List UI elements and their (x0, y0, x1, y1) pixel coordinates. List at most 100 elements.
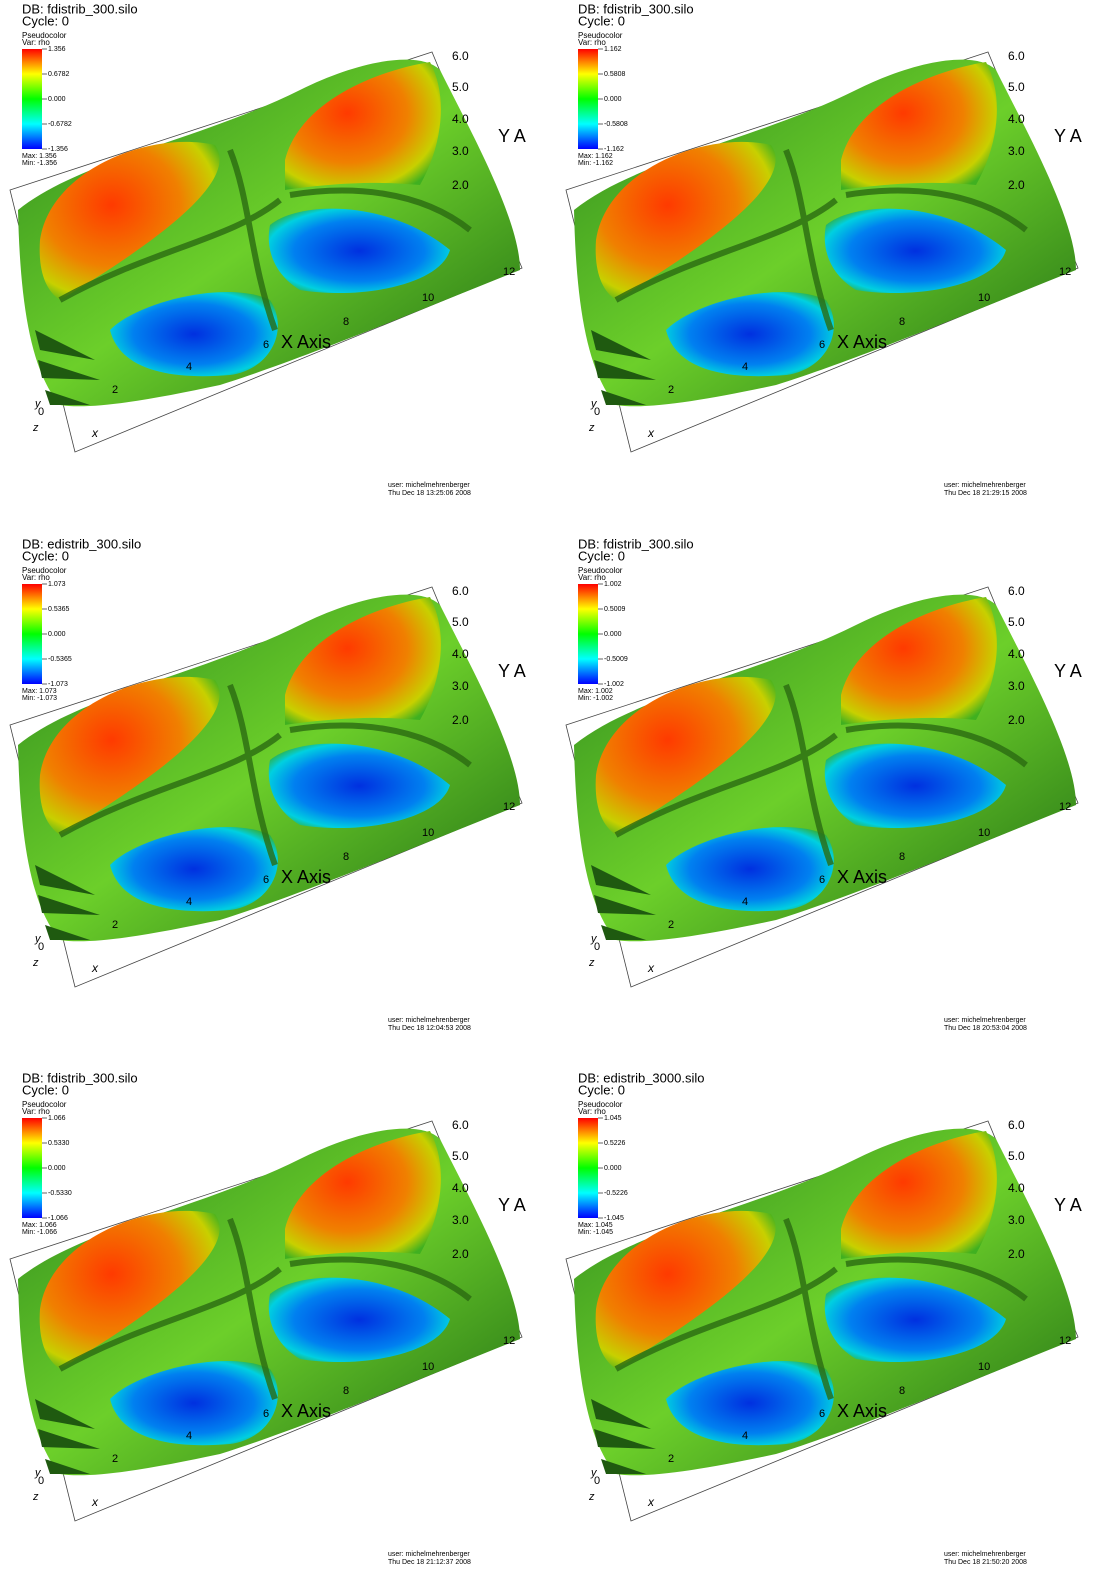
date: Thu Dec 18 13:25:06 2008 (388, 490, 471, 497)
y-tick-label: 2.0 (1008, 1247, 1025, 1261)
x-axis-title: X Axis (281, 867, 331, 887)
y-tick-label: 6.0 (452, 584, 469, 598)
surface-hot (39, 1210, 220, 1369)
x-tick-label: 10 (422, 1361, 434, 1373)
plot-type: Pseudocolor (22, 1100, 67, 1109)
surface-cold (110, 826, 278, 912)
triad-y: y (590, 933, 598, 945)
y-tick-label: 4.0 (452, 112, 469, 126)
date: Thu Dec 18 12:04:53 2008 (388, 1025, 471, 1032)
colorbar-label: -1.045 (604, 1215, 624, 1222)
db-name: DB: fdistrib_300.silo (578, 536, 694, 551)
x-tick-label: 4 (186, 1430, 192, 1442)
x-tick-label: 4 (742, 1430, 748, 1442)
surface-fin (591, 865, 656, 940)
y-tick-label: 2.0 (452, 1247, 469, 1261)
triad-y: y (34, 398, 42, 410)
x-tick-label: 4 (742, 896, 748, 908)
colorbar-label: 0.000 (48, 631, 66, 638)
triad-z: z (588, 1491, 595, 1503)
var-name: Var: rho (22, 1107, 50, 1116)
min-label: Min: -1.356 (22, 160, 57, 167)
colorbar-label: 1.045 (604, 1115, 622, 1122)
y-tick-label: 4.0 (452, 647, 469, 661)
x-tick-label: 10 (978, 292, 990, 304)
surface-fold (58, 1217, 472, 1401)
triad-y: y (590, 1467, 598, 1479)
y-axis-title: Y A (1054, 1195, 1082, 1215)
y-tick-label: 5.0 (452, 1149, 469, 1163)
db-name: DB: fdistrib_300.silo (22, 1070, 138, 1085)
triad-z: z (588, 422, 595, 434)
colorbar (578, 584, 598, 684)
x-tick-label: 8 (343, 1385, 349, 1397)
colorbar-label: 1.356 (48, 46, 66, 53)
cycle: Cycle: 0 (578, 13, 625, 28)
y-tick-label: 5.0 (452, 615, 469, 629)
colorbar-label: -1.356 (48, 146, 68, 153)
colorbar-label: -1.002 (604, 681, 624, 688)
max-label: Max: 1.356 (22, 153, 57, 160)
user: user: michelmehrenberger (944, 1017, 1026, 1024)
x-tick-label: 2 (668, 384, 674, 396)
x-tick-label: 6 (263, 339, 269, 351)
y-tick-label: 3.0 (452, 144, 469, 158)
triad-y: y (34, 1467, 42, 1479)
surface-fold (614, 148, 1028, 332)
x-tick-label: 10 (978, 827, 990, 839)
y-tick-label: 4.0 (1008, 112, 1025, 126)
triad-origin: 0 (594, 1475, 600, 1487)
colorbar (578, 1118, 598, 1218)
y-tick-label: 5.0 (1008, 1149, 1025, 1163)
y-tick-label: 3.0 (452, 1213, 469, 1227)
colorbar-label: 0.000 (48, 1165, 66, 1172)
x-tick-label: 6 (819, 874, 825, 886)
colorbar-label: -1.073 (48, 681, 68, 688)
y-tick-label: 2.0 (1008, 178, 1025, 192)
surface-fin (35, 330, 100, 405)
x-tick-label: 12 (503, 266, 515, 278)
db-name: DB: fdistrib_300.silo (22, 1, 138, 16)
surface-cold (268, 1277, 450, 1363)
colorbar-label: 0.5330 (48, 1140, 70, 1147)
y-tick-label: 6.0 (1008, 584, 1025, 598)
y-tick-label: 4.0 (1008, 1181, 1025, 1195)
triad-z: z (32, 957, 39, 969)
y-tick-label: 4.0 (452, 1181, 469, 1195)
x-tick-label: 6 (263, 1408, 269, 1420)
var-name: Var: rho (22, 38, 50, 47)
x-tick-label: 6 (263, 874, 269, 886)
cycle: Cycle: 0 (22, 548, 69, 563)
var-name: Var: rho (578, 573, 606, 582)
colorbar-label: 1.162 (604, 46, 622, 53)
surface-cold (666, 291, 834, 377)
colorbar-label: 0.5365 (48, 606, 70, 613)
colorbar-label: 0.000 (604, 96, 622, 103)
x-tick-label: 8 (899, 1385, 905, 1397)
triad-x: x (647, 1495, 655, 1509)
colorbar-label: -0.5226 (604, 1190, 628, 1197)
colorbar (578, 49, 598, 149)
y-tick-label: 6.0 (452, 49, 469, 63)
var-name: Var: rho (22, 573, 50, 582)
y-axis-title: Y A (1054, 661, 1082, 681)
surface-cold (666, 826, 834, 912)
x-tick-label: 8 (899, 316, 905, 328)
y-tick-label: 5.0 (1008, 80, 1025, 94)
x-tick-label: 2 (668, 1453, 674, 1465)
y-tick-label: 2.0 (452, 713, 469, 727)
x-tick-label: 4 (186, 896, 192, 908)
x-tick-label: 10 (422, 292, 434, 304)
colorbar-label: -1.066 (48, 1215, 68, 1222)
y-axis-title: Y A (498, 1195, 526, 1215)
surface-cold (666, 1360, 834, 1446)
colorbar-label: -0.5009 (604, 656, 628, 663)
surface-fold (58, 148, 472, 332)
triad-z: z (32, 422, 39, 434)
x-tick-label: 12 (1059, 801, 1071, 813)
db-name: DB: fdistrib_300.silo (578, 1, 694, 16)
min-label: Min: -1.073 (22, 695, 57, 702)
y-tick-label: 5.0 (1008, 615, 1025, 629)
cycle: Cycle: 0 (578, 548, 625, 563)
